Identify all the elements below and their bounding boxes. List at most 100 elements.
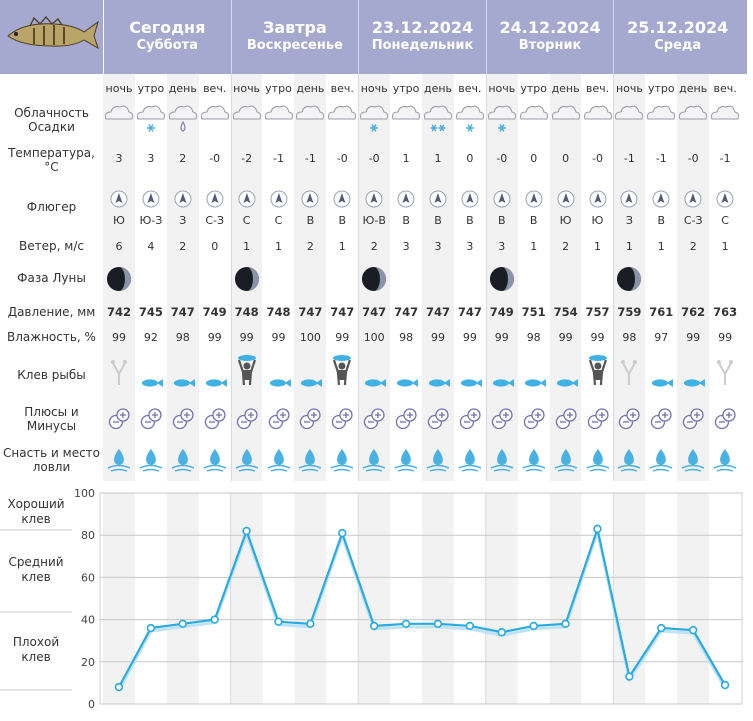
period-label: утро	[520, 82, 547, 95]
moon-phase-icon	[362, 267, 387, 291]
pressure-value: 747	[457, 305, 482, 319]
wind-direction: В	[306, 214, 315, 227]
wind-speed: 1	[530, 240, 538, 253]
data-point	[210, 615, 219, 624]
temperature-value: 0	[466, 152, 474, 165]
fish-icon	[492, 378, 514, 387]
pressure-value: 749	[202, 305, 227, 319]
day-separator	[230, 0, 232, 481]
period-label: веч.	[713, 82, 737, 95]
temperature-value: -0	[687, 152, 699, 165]
period-label: веч.	[330, 82, 354, 95]
cloud-icon	[583, 105, 612, 120]
tackle-spot-icon	[618, 449, 641, 472]
humidity-value: 98	[175, 331, 190, 344]
period-label: ночь	[615, 82, 643, 95]
humidity-value: 92	[143, 331, 158, 344]
wind-direction: Ю	[113, 214, 125, 227]
wind-vane-icon	[142, 190, 160, 208]
wind-vane-icon	[461, 190, 479, 208]
data-point	[688, 625, 698, 635]
graph-label-bad: Плохой клев	[12, 635, 60, 664]
pros-cons-icon	[332, 408, 353, 430]
temperature-value: 3	[115, 152, 123, 165]
wind-speed: 3	[498, 240, 506, 253]
day-header: Завтра Воскресенье	[230, 0, 359, 74]
wind-speed: 3	[402, 240, 410, 253]
wind-vane-icon	[110, 190, 128, 208]
wind-speed: 2	[370, 240, 378, 253]
moon-phase-icon	[489, 267, 514, 291]
pros-cons-icon	[714, 408, 736, 430]
data-point	[593, 524, 602, 534]
wind-vane-icon	[301, 190, 319, 208]
wind-vane-icon	[206, 190, 224, 208]
wind-vane-icon	[174, 190, 192, 208]
day-title: 23.12.2024	[371, 18, 474, 37]
tackle-spot-icon	[394, 449, 418, 472]
period-label: утро	[265, 82, 292, 95]
plot-column-shade	[422, 493, 454, 704]
fish-icon	[365, 378, 387, 387]
fish-icon	[173, 378, 195, 387]
wind-direction: Ю-З	[139, 214, 163, 227]
pros-cons-icon	[363, 408, 385, 430]
data-point	[178, 619, 187, 629]
data-point	[433, 619, 443, 629]
wind-vane-icon	[652, 190, 670, 208]
y-tick-label: 40	[81, 614, 95, 627]
pros-cons-icon	[651, 408, 672, 430]
tackle-spot-icon	[522, 449, 545, 472]
plot-frame	[99, 492, 743, 705]
data-point	[465, 621, 475, 631]
wind-direction: С	[274, 214, 283, 227]
snow-icon	[360, 105, 389, 132]
period-label: утро	[137, 82, 165, 95]
wind-vane-icon	[397, 190, 415, 208]
fish-icon	[428, 378, 450, 387]
day-title: Завтра	[262, 18, 327, 37]
data-point	[561, 619, 570, 629]
temperature-value: -0	[496, 152, 508, 165]
pros-cons-icon	[236, 408, 258, 430]
data-point	[657, 623, 666, 633]
rod-icon	[621, 360, 638, 385]
temperature-value: 1	[402, 152, 410, 165]
pressure-value: 751	[521, 305, 546, 319]
day-title: 24.12.2024	[499, 18, 601, 37]
cloud-icon	[679, 105, 708, 120]
row-label-pressure: Давление, мм	[7, 305, 96, 319]
humidity-value: 99	[686, 331, 701, 344]
wind-speed: 4	[147, 240, 155, 253]
wind-speed: 3	[434, 240, 442, 253]
wind-speed: 1	[594, 240, 601, 253]
plot-column-shade	[294, 493, 327, 704]
pros-cons-icon	[268, 408, 290, 430]
fish-icon	[269, 378, 291, 387]
wind-vane-icon	[493, 190, 511, 208]
row-label-vane: Флюгер	[26, 200, 77, 214]
wind-speed: 3	[466, 240, 474, 253]
y-tick-label: 0	[88, 698, 95, 711]
data-point	[338, 528, 347, 538]
temperature-value: 3	[147, 152, 155, 165]
wind-direction: С	[242, 214, 251, 227]
pros-cons-icon	[523, 408, 545, 430]
pressure-value: 749	[489, 305, 514, 319]
plot-column-shade	[358, 493, 391, 704]
period-label: день	[423, 82, 453, 95]
day-title: Сегодня	[129, 18, 206, 37]
pressure-value: 754	[553, 305, 578, 319]
wind-direction: В	[434, 214, 442, 227]
data-point	[497, 628, 506, 637]
row-label-humidity: Влажность, %	[7, 330, 96, 344]
pressure-value: 762	[681, 305, 706, 319]
humidity-value: 99	[207, 331, 222, 344]
fish-icon	[205, 378, 227, 387]
pressure-value: 759	[617, 305, 642, 319]
cloud-icon	[328, 105, 357, 120]
tackle-spot-icon	[203, 449, 226, 472]
period-label: веч.	[585, 82, 610, 95]
temperature-value: -1	[623, 152, 635, 165]
data-point	[401, 619, 411, 629]
